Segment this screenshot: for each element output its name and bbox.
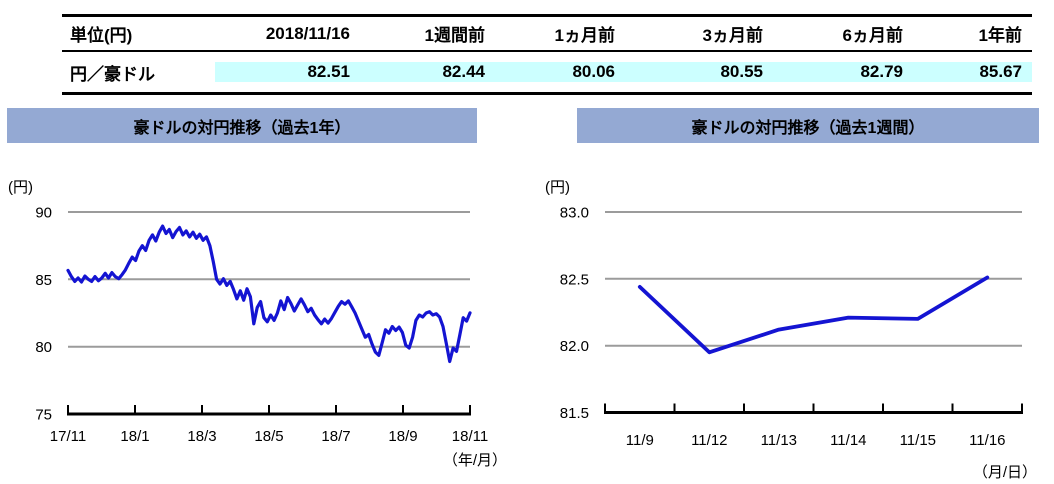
header-1-month-ago: 1ヵ月前 <box>554 26 615 45</box>
rate-latest: 82.51 <box>215 62 360 82</box>
header-1-week-ago: 1週間前 <box>424 26 485 45</box>
weekly-line-chart: 81.5 82.0 82.5 83.0 11/9 11/12 11/13 11/14 11/15… <box>545 179 1037 481</box>
rate-1-week-ago: 82.44 <box>360 62 495 82</box>
header-6-months-ago: 6ヵ月前 <box>842 26 903 45</box>
pair-label: 円／豪ドル <box>70 64 155 84</box>
svg-text:11/16: 11/16 <box>969 432 1005 449</box>
svg-text:(円): (円) <box>545 179 570 196</box>
svg-text:75: 75 <box>35 407 52 424</box>
svg-text:18/9: 18/9 <box>388 428 417 445</box>
svg-text:18/3: 18/3 <box>187 428 216 445</box>
svg-text:11/12: 11/12 <box>691 432 727 449</box>
svg-text:82.0: 82.0 <box>560 338 589 355</box>
yearly-chart-title: 豪ドルの対円推移（過去1年） <box>7 108 477 143</box>
svg-text:11/9: 11/9 <box>626 432 654 449</box>
svg-text:（年/月）: （年/月） <box>443 452 507 469</box>
rate-3-months-ago: 80.55 <box>625 62 773 82</box>
table-value-row: 円／豪ドル 82.51 82.44 80.06 80.55 82.79 85.6… <box>62 52 1032 95</box>
svg-text:18/7: 18/7 <box>321 428 350 445</box>
svg-text:85: 85 <box>35 272 52 289</box>
svg-text:83.0: 83.0 <box>560 205 589 222</box>
rate-summary-table: 単位(円) 2018/11/16 1週間前 1ヵ月前 3ヵ月前 6ヵ月前 1年前… <box>62 14 1032 95</box>
svg-text:11/14: 11/14 <box>830 432 866 449</box>
svg-text:11/13: 11/13 <box>761 432 797 449</box>
svg-text:11/15: 11/15 <box>900 432 936 449</box>
yearly-line-chart: 75 80 85 90 17/11 18/1 18/3 18/5 18/7 18/9 18/11 (円… <box>8 179 507 469</box>
svg-text:(円): (円) <box>8 179 33 196</box>
table-header-row: 単位(円) 2018/11/16 1週間前 1ヵ月前 3ヵ月前 6ヵ月前 1年前 <box>62 14 1032 52</box>
header-latest-date: 2018/11/16 <box>265 23 350 43</box>
svg-text:80: 80 <box>35 339 52 356</box>
svg-text:81.5: 81.5 <box>560 405 589 422</box>
rate-1-month-ago: 80.06 <box>495 62 625 82</box>
svg-text:18/5: 18/5 <box>254 428 283 445</box>
rate-1-year-ago: 85.67 <box>913 62 1032 82</box>
svg-text:18/11: 18/11 <box>452 428 488 445</box>
svg-text:90: 90 <box>35 205 52 222</box>
svg-text:17/11: 17/11 <box>50 428 86 445</box>
weekly-chart-title: 豪ドルの対円推移（過去1週間） <box>577 108 1039 143</box>
header-3-months-ago: 3ヵ月前 <box>702 26 763 45</box>
svg-text:（月/日）: （月/日） <box>973 464 1037 481</box>
svg-text:18/1: 18/1 <box>120 428 149 445</box>
header-1-year-ago: 1年前 <box>978 26 1022 45</box>
rate-6-months-ago: 82.79 <box>773 62 913 82</box>
svg-text:82.5: 82.5 <box>560 271 589 288</box>
header-unit: 単位(円) <box>70 26 133 45</box>
